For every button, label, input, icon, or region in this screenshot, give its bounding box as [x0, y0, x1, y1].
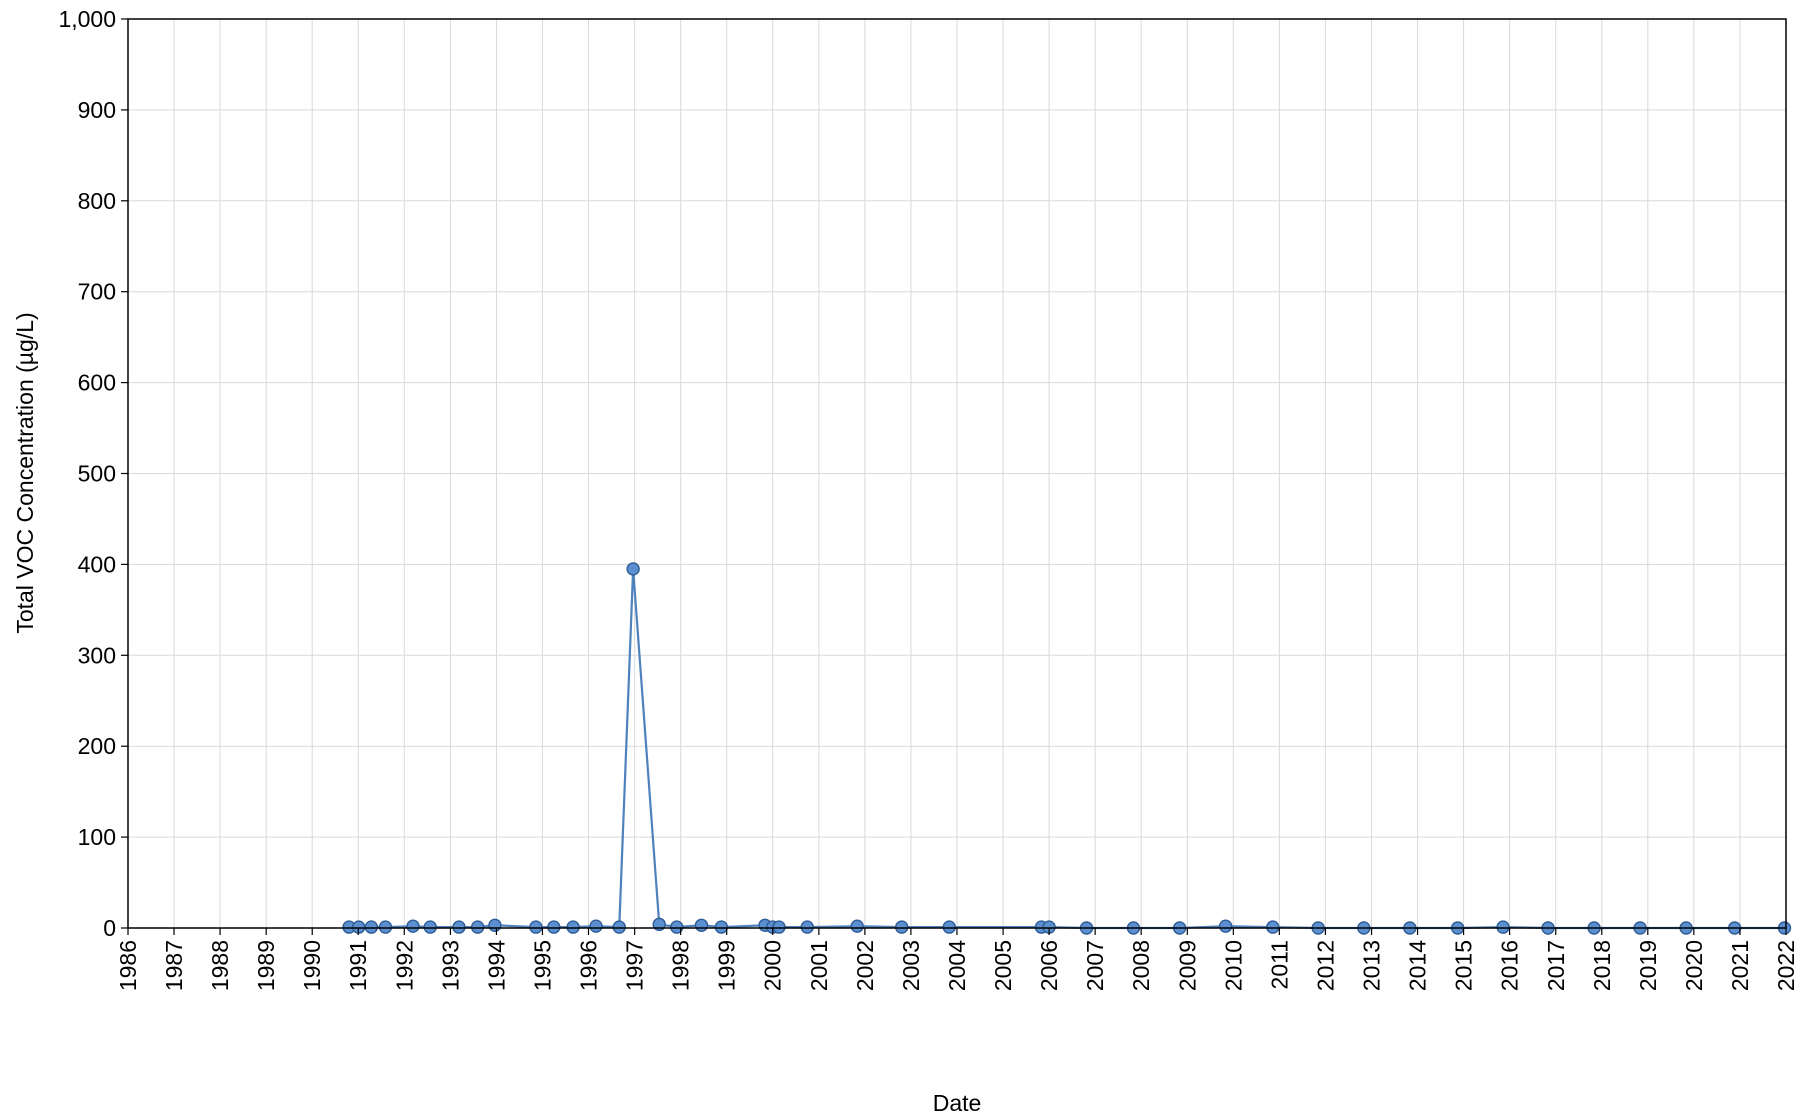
x-tick-label: 1987 — [161, 940, 187, 991]
y-tick-label: 800 — [78, 188, 116, 214]
data-point — [470, 920, 485, 934]
data-point — [612, 920, 626, 934]
x-tick-label: 1998 — [668, 940, 694, 991]
x-tick-label: 2015 — [1451, 940, 1477, 991]
x-tick-label: 2010 — [1220, 940, 1246, 991]
x-tick-label: 1986 — [115, 940, 141, 991]
data-point — [850, 919, 864, 933]
x-tick-label: 2005 — [990, 940, 1016, 991]
x-tick-label: 2011 — [1266, 940, 1292, 989]
y-tick-label: 1,000 — [58, 6, 116, 32]
data-point — [488, 918, 502, 932]
x-tick-label: 2018 — [1589, 940, 1615, 991]
data-point — [566, 920, 580, 934]
x-tick-label: 2013 — [1359, 940, 1385, 991]
y-tick-label: 500 — [78, 461, 116, 487]
data-point — [714, 920, 729, 934]
y-axis-title: Total VOC Concentration (µg/L) — [12, 312, 38, 633]
data-point — [800, 920, 814, 934]
data-point — [1266, 920, 1280, 934]
x-tick-label: 2008 — [1128, 940, 1154, 991]
x-tick-label: 2003 — [898, 940, 924, 991]
x-tick-label: 2000 — [760, 940, 786, 991]
x-tick-label: 1995 — [529, 940, 555, 991]
data-point — [378, 920, 393, 934]
data-point — [589, 919, 603, 933]
x-tick-label: 2014 — [1405, 940, 1431, 991]
data-point — [1496, 920, 1510, 934]
x-tick-label: 2012 — [1312, 940, 1338, 991]
data-point — [364, 920, 379, 934]
x-tick-label: 1990 — [299, 940, 325, 991]
x-axis-title: Date — [933, 1090, 982, 1116]
x-tick-label: 2020 — [1681, 940, 1707, 991]
x-tick-label: 1992 — [391, 940, 417, 991]
series-line — [349, 568, 1785, 930]
data-point — [529, 920, 543, 934]
data-point — [547, 920, 561, 934]
x-tick-label: 2017 — [1543, 940, 1569, 991]
x-tick-label: 2002 — [852, 940, 878, 991]
x-tick-label: 2019 — [1635, 940, 1661, 991]
x-tick-label: 1996 — [575, 940, 601, 991]
x-tick-label: 1989 — [253, 940, 279, 991]
x-tick-label: 2009 — [1174, 940, 1200, 991]
data-point — [406, 919, 420, 933]
y-tick-labels: 0 100 200 300 400 500 600 700 800 900 1,000 — [58, 6, 128, 941]
x-tick-label: 1994 — [483, 940, 509, 991]
x-tick-label: 1997 — [622, 940, 648, 991]
y-tick-label: 100 — [78, 824, 116, 850]
y-tick-label: 600 — [78, 370, 116, 396]
data-point — [694, 918, 709, 932]
data-point — [942, 920, 956, 934]
data-point — [895, 920, 909, 934]
y-tick-label: 400 — [78, 551, 116, 577]
x-tick-label: 2007 — [1082, 940, 1108, 991]
x-tick-labels: 1986 1987 1988 1989 1990 1991 1992 1993 1994 1995… — [115, 928, 1799, 991]
x-tick-label: 2001 — [806, 940, 832, 991]
x-tick-label: 2004 — [944, 940, 970, 991]
x-tick-label: 1999 — [714, 940, 740, 991]
y-tick-label: 900 — [78, 97, 116, 123]
x-tick-label: 2021 — [1727, 940, 1753, 991]
series-layer — [342, 562, 1792, 935]
data-point — [670, 920, 684, 934]
x-tick-label: 2016 — [1497, 940, 1523, 991]
data-point — [772, 920, 786, 934]
gridlines — [127, 19, 1787, 928]
y-tick-label: 200 — [78, 733, 116, 759]
y-tick-label: 0 — [103, 915, 116, 941]
data-point — [452, 920, 466, 934]
data-point — [1218, 919, 1233, 933]
x-tick-label: 1993 — [437, 940, 463, 991]
data-point — [423, 920, 437, 934]
x-tick-label: 2022 — [1773, 940, 1799, 991]
y-tick-label: 700 — [78, 279, 116, 305]
data-point — [626, 562, 640, 576]
y-tick-label: 300 — [78, 642, 116, 668]
x-tick-label: 1988 — [207, 940, 233, 991]
x-tick-label: 2006 — [1036, 940, 1062, 991]
x-tick-label: 1991 — [345, 940, 371, 991]
